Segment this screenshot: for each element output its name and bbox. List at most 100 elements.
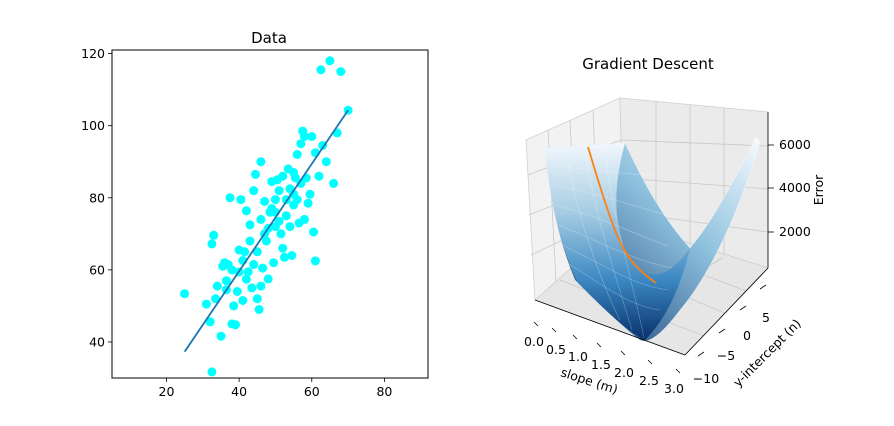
scatter-point-33 bbox=[251, 169, 260, 179]
z-tick-0: 2000 bbox=[779, 224, 811, 239]
x-tick-4: 2.0 bbox=[614, 365, 634, 380]
descent-path bbox=[587, 146, 657, 284]
scatter-point-78 bbox=[307, 132, 317, 141]
scatter-point-71 bbox=[296, 139, 306, 149]
scatter-point-86 bbox=[325, 56, 335, 66]
scatter-point-30 bbox=[247, 283, 257, 293]
scatter-point-14 bbox=[227, 265, 237, 275]
scatter-point-34 bbox=[252, 247, 262, 257]
surface-title: Gradient Descent bbox=[582, 55, 714, 73]
y-axis-line bbox=[684, 267, 769, 356]
x-tick-5: 2.5 bbox=[639, 373, 659, 388]
scatter-point-85 bbox=[321, 157, 331, 167]
y-tick-label-2: 80 bbox=[89, 190, 105, 205]
scatter-point-79 bbox=[309, 227, 319, 237]
scatter-point-48 bbox=[269, 258, 279, 268]
scatter-point-42 bbox=[261, 236, 271, 246]
y-tick-label-1: 60 bbox=[89, 262, 105, 277]
scatter-point-36 bbox=[254, 305, 264, 314]
error-surface bbox=[544, 136, 761, 342]
scatter-point-44 bbox=[263, 274, 273, 284]
scatter-point-83 bbox=[316, 65, 326, 75]
scatter-point-67 bbox=[292, 150, 302, 159]
scatter-plot-frame bbox=[111, 49, 429, 379]
scatter-point-38 bbox=[256, 214, 266, 224]
scatter-point-73 bbox=[300, 214, 309, 224]
y-tick-0: −10 bbox=[693, 371, 719, 386]
scatter-point-1 bbox=[180, 289, 190, 299]
scatter-point-49 bbox=[270, 195, 280, 205]
scatter-point-57 bbox=[280, 252, 289, 262]
scatter-point-26 bbox=[241, 206, 251, 216]
scatter-point-54 bbox=[276, 229, 286, 239]
surface-chart: Gradient Descent bbox=[524, 55, 826, 397]
scatter-point-61 bbox=[285, 222, 295, 232]
z-tick-1: 4000 bbox=[779, 180, 811, 195]
scatter-point-56 bbox=[278, 171, 288, 181]
scatter-point-8 bbox=[216, 331, 226, 341]
scatter-chart: Data 20 40 60 80 40 60 80 100 120 bbox=[81, 29, 429, 399]
scatter-point-74 bbox=[300, 132, 309, 141]
scatter-point-37 bbox=[256, 157, 266, 167]
scatter-point-87 bbox=[329, 178, 339, 188]
scatter-point-53 bbox=[274, 216, 284, 226]
scatter-point-35 bbox=[252, 294, 262, 304]
scatter-point-0 bbox=[207, 367, 217, 377]
y-tick-2: 0 bbox=[743, 328, 751, 343]
scatter-point-89 bbox=[336, 67, 346, 77]
scatter-point-77 bbox=[305, 189, 315, 199]
scatter-point-68 bbox=[292, 195, 302, 205]
x-tick-label-2: 60 bbox=[304, 384, 320, 399]
fit-line-segment bbox=[183, 109, 349, 353]
scatter-point-58 bbox=[281, 211, 291, 221]
scatter-axes: 20 40 60 80 40 60 80 100 120 bbox=[81, 46, 392, 399]
y-tick-label-0: 40 bbox=[89, 334, 105, 349]
scatter-point-3 bbox=[205, 317, 215, 327]
scatter-point-21 bbox=[236, 195, 246, 205]
scatter-point-92 bbox=[256, 281, 266, 291]
x-tick-label-3: 80 bbox=[376, 384, 392, 399]
scatter-point-80 bbox=[310, 256, 320, 266]
y-tick-label-4: 120 bbox=[81, 46, 105, 61]
x-tick-3: 1.5 bbox=[591, 357, 611, 372]
scatter-point-18 bbox=[232, 287, 242, 296]
scatter-point-11 bbox=[221, 276, 231, 286]
scatter-title: Data bbox=[251, 29, 287, 47]
scatter-point-4 bbox=[207, 239, 217, 249]
scatter-point-63 bbox=[287, 251, 297, 260]
scatter-point-76 bbox=[303, 198, 313, 208]
scatter-point-5 bbox=[209, 230, 219, 240]
scatter-point-94 bbox=[289, 168, 299, 177]
scatter-point-24 bbox=[240, 247, 250, 257]
fit-line bbox=[183, 109, 349, 353]
scatter-point-22 bbox=[238, 296, 248, 305]
x-tick-label-0: 20 bbox=[159, 384, 175, 399]
x-tick-1: 0.5 bbox=[546, 342, 566, 357]
scatter-point-2 bbox=[201, 299, 211, 309]
scatter-point-55 bbox=[278, 243, 288, 253]
scatter-point-6 bbox=[211, 294, 220, 304]
scatter-point-17 bbox=[231, 320, 240, 330]
y-tick-3: 5 bbox=[762, 310, 770, 325]
scatter-point-41 bbox=[260, 196, 270, 206]
scatter-point-16 bbox=[229, 301, 239, 311]
scatter-point-7 bbox=[212, 281, 222, 291]
scatter-point-25 bbox=[241, 274, 251, 284]
x-tick-label-1: 40 bbox=[231, 384, 247, 399]
x-tick-2: 1.0 bbox=[568, 349, 588, 364]
z-axis-label: Error bbox=[811, 174, 826, 205]
x-axis-line bbox=[534, 299, 686, 356]
scatter-point-52 bbox=[274, 186, 284, 196]
y-tick-label-3: 100 bbox=[81, 118, 105, 133]
scatter-point-29 bbox=[245, 220, 255, 230]
z-tick-2: 6000 bbox=[779, 137, 811, 152]
scatter-point-27 bbox=[243, 267, 253, 277]
scatter-point-82 bbox=[314, 171, 324, 181]
scatter-point-39 bbox=[258, 263, 268, 273]
x-tick-6: 3.0 bbox=[664, 381, 684, 396]
scatter-point-13 bbox=[225, 193, 235, 203]
scatter-point-31 bbox=[249, 260, 259, 269]
y-axis-label: y-intercept (n) bbox=[730, 316, 804, 390]
scatter-point-32 bbox=[249, 186, 259, 196]
